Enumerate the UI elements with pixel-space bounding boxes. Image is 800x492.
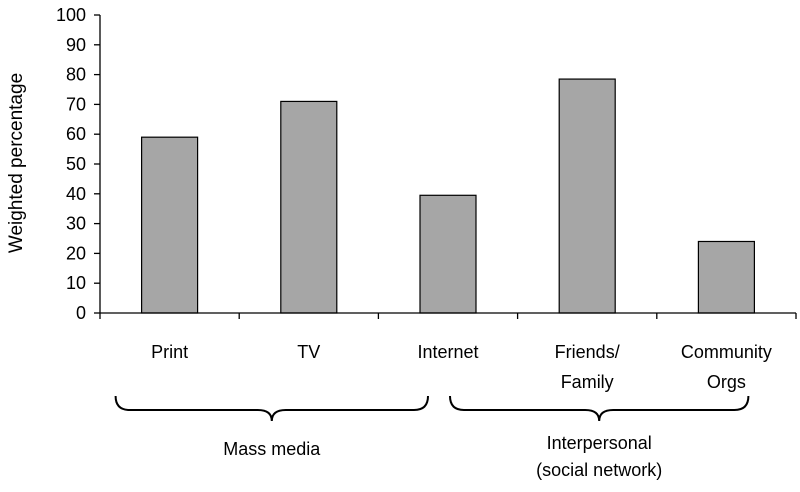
bar — [697, 240, 756, 314]
x-category-label-line: Community — [681, 342, 772, 362]
group-label: Mass media — [223, 439, 321, 459]
y-tick-label: 0 — [76, 303, 86, 323]
x-category-label-line: Internet — [417, 342, 478, 362]
y-tick-label: 40 — [66, 184, 86, 204]
bar — [280, 100, 338, 314]
y-tick-label: 20 — [66, 243, 86, 263]
y-tick-label: 80 — [66, 65, 86, 85]
group-label-line: Interpersonal — [547, 433, 652, 453]
x-category-label: Friends/Family — [555, 342, 620, 392]
bars — [141, 78, 756, 314]
x-category-label-line: Print — [151, 342, 188, 362]
y-axis-ticks: 0 10 20 30 40 50 60 70 80 90 100 — [56, 5, 100, 323]
y-tick-label: 60 — [66, 124, 86, 144]
group-brace — [114, 395, 429, 422]
y-axis-title: Weighted percentage — [6, 73, 27, 253]
axes — [99, 15, 797, 319]
x-category-label: Community Orgs — [681, 342, 772, 392]
group-brackets: Mass media Interpersonal (social network) — [114, 395, 750, 480]
x-category-label-line: Orgs — [707, 372, 746, 392]
y-tick-label: 70 — [66, 94, 86, 114]
x-category-label: Internet — [417, 342, 478, 362]
y-tick-label: 100 — [56, 5, 86, 25]
x-category-label: TV — [297, 342, 320, 362]
x-category-label-line: Friends/ — [555, 342, 620, 362]
y-tick-label: 10 — [66, 273, 86, 293]
y-tick-label: 30 — [66, 214, 86, 234]
bar — [558, 78, 616, 314]
x-category-label: Print — [151, 342, 188, 362]
bar — [141, 136, 199, 314]
group-label-line: (social network) — [536, 460, 662, 480]
y-tick-label: 50 — [66, 154, 86, 174]
category-labels: Print TV Internet Friends/Family Community Or… — [151, 342, 772, 392]
group-brace — [449, 395, 750, 422]
group-label: Interpersonal (social network) — [536, 433, 662, 480]
x-category-label-line: TV — [297, 342, 320, 362]
y-tick-label: 90 — [66, 35, 86, 55]
bar — [419, 194, 477, 314]
group-label-line: Mass media — [223, 439, 321, 459]
x-category-label-line: Family — [561, 372, 614, 392]
